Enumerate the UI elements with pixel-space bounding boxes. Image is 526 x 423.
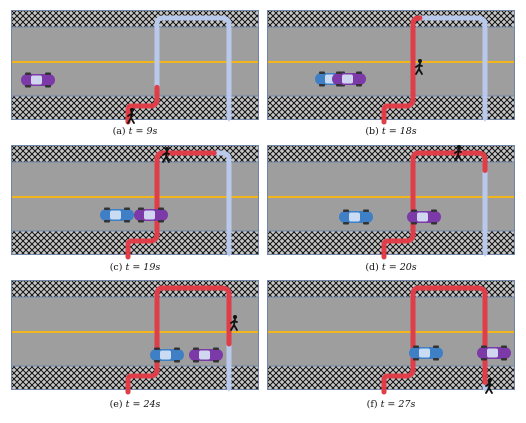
panel-d [267,145,515,260]
trail-traversed [125,15,232,125]
lane-line [11,61,259,63]
pedestrian-icon [127,108,135,124]
top-sidewalk [11,280,259,297]
scene-panel-c [11,145,259,260]
purple-car-icon [477,345,511,361]
caption-a: (a) t = 9s [112,126,158,137]
panel-border [267,10,515,120]
panel-border [11,280,259,390]
lane-line [267,331,515,333]
panel-e [11,280,259,395]
top-sidewalk [11,10,259,27]
scene-panel-e [11,280,259,395]
panel-border [267,280,515,390]
lane-line [11,196,259,198]
lane-line [267,196,515,198]
blue-car-icon [150,347,184,363]
panel-a [11,10,259,125]
blue-car-icon [339,209,373,225]
caption-c: (c) t = 19s [109,262,161,273]
top-sidewalk [11,145,259,162]
lane-line [267,61,515,63]
purple-car-icon [407,209,441,225]
purple-car-icon [134,207,168,223]
trail-traversed [381,15,488,125]
scene-panel-f [267,280,515,395]
panel-border [11,10,259,120]
caption-b: (b) t = 18s [365,126,417,137]
scene-panel-a [11,10,259,125]
pedestrian-icon [415,59,423,75]
trail-traversed [125,285,232,395]
pedestrian-icon [230,315,238,331]
pedestrian-icon [454,145,462,161]
top-sidewalk [267,280,515,297]
pedestrian-icon [162,147,170,163]
caption-f: (f) t = 27s [366,399,416,410]
lane-line [11,331,259,333]
pedestrian-icon [485,378,493,394]
panel-f [267,280,515,395]
panel-b [267,10,515,125]
trail-traversed [125,150,232,260]
trail-traversed [381,285,488,395]
top-sidewalk [267,10,515,27]
caption-d: (d) t = 20s [365,262,417,273]
panel-border [267,145,515,255]
scene-panel-b [267,10,515,125]
purple-car-icon [332,71,366,87]
blue-car-icon [409,345,443,361]
trail-traversed [381,150,488,260]
scene-panel-d [267,145,515,260]
top-sidewalk [267,145,515,162]
caption-e: (e) t = 24s [109,399,161,410]
panel-border [11,145,259,255]
blue-car-icon [100,207,134,223]
purple-car-icon [189,347,223,363]
panel-c [11,145,259,260]
purple-car-icon [21,72,55,88]
